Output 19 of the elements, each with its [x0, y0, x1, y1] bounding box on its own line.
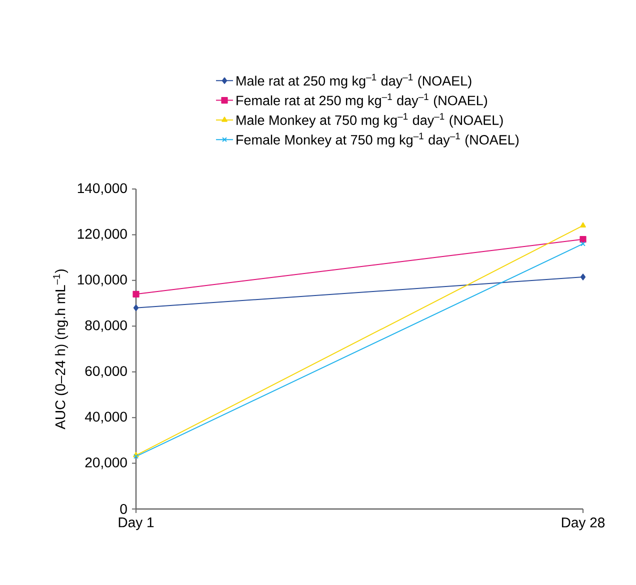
y-tick-label: 120,000	[78, 228, 127, 240]
y-tick-label: 80,000	[85, 320, 127, 332]
point	[132, 290, 140, 298]
x-tick-label: Day 28	[562, 518, 605, 530]
y-tick-label: 100,000	[78, 274, 127, 286]
legend-label: Female Monkey at 750 mg kg$^{–1}$ day$^{–1}$ (NOAEL)	[236, 132, 519, 148]
y-tick-label: 20,000	[85, 457, 127, 470]
y-axis-title: AUC (0–24 h) (ng.h mL$^{–1}$)	[53, 269, 68, 430]
legend-label: Male Monkey at 750 mg kg$^{–1}$ day$^{–1}$ (NOAEL)	[236, 113, 503, 128]
point	[580, 274, 586, 280]
legend-label: Male rat at 250 mg kg$^{–1}$ day$^{–1}$ (NOAEL)	[236, 74, 472, 88]
y-tick-label: 40,000	[84, 412, 127, 424]
x-tick-label: Day 1	[118, 518, 154, 530]
legend-label: Female rat at 250 mg kg$^{–1}$ day$^{–1}$ (NOAEL)	[236, 93, 488, 108]
point	[580, 236, 586, 243]
y-tick-label: 60,000	[85, 366, 127, 378]
point	[133, 304, 139, 312]
y-tick-label: 0	[120, 504, 127, 514]
y-tick-label: 140,000	[78, 183, 127, 195]
